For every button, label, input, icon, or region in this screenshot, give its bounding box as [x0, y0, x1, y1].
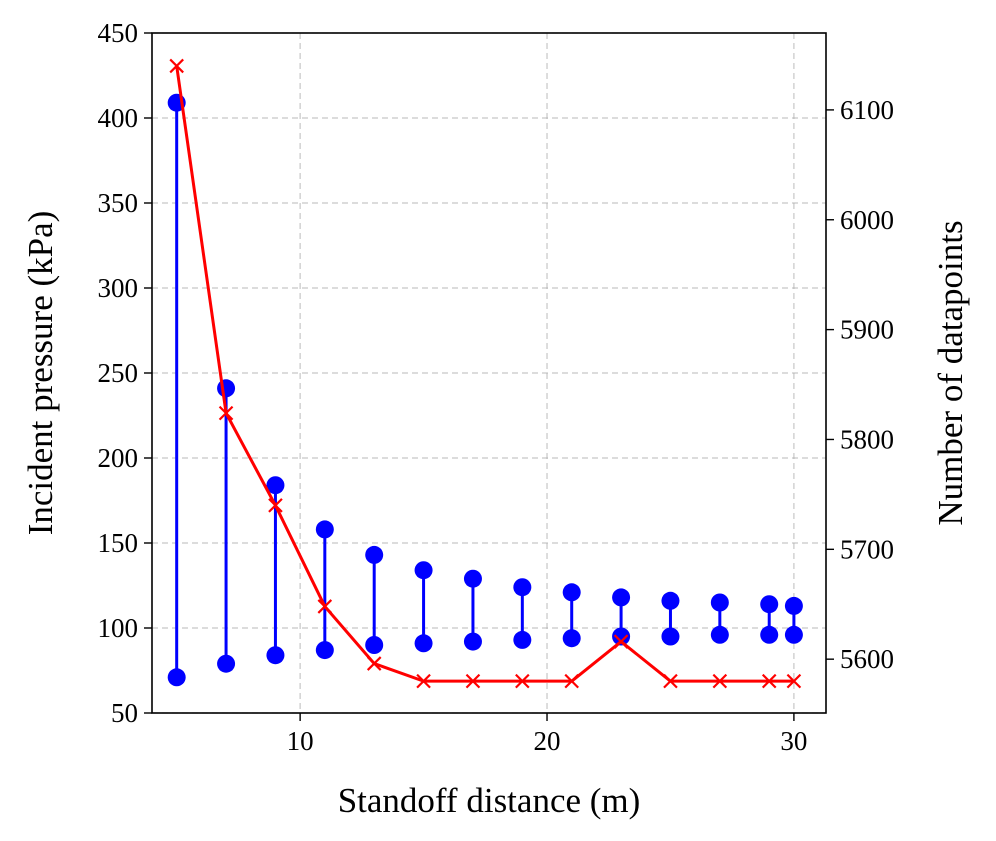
- datapoint-marker: [366, 656, 382, 671]
- datapoint-marker: [465, 673, 481, 689]
- pressure-max-point: [612, 588, 631, 607]
- y-right-tick-label: 5600: [840, 644, 894, 674]
- pressure-min-point: [315, 641, 334, 660]
- pressure-min-point: [612, 627, 631, 646]
- datapoint-marker: [317, 599, 333, 614]
- y-left-tick-label: 250: [98, 358, 139, 388]
- pressure-min-point: [365, 636, 384, 654]
- y-left-tick-label: 100: [98, 613, 139, 643]
- y-left-tick-label: 450: [98, 18, 139, 48]
- datapoint-marker: [218, 405, 234, 421]
- pressure-max-point: [365, 545, 384, 564]
- y-right-tick-label: 5700: [840, 534, 894, 564]
- x-tick-label: 10: [287, 726, 314, 756]
- pressure-min-point: [217, 654, 236, 673]
- y-left-tick-label: 350: [98, 188, 139, 218]
- x-tick-label: 20: [534, 726, 561, 756]
- pressure-max-point: [513, 578, 532, 597]
- datapoint-marker: [268, 498, 283, 513]
- pressure-min-point: [784, 625, 803, 644]
- y-left-tick-label: 50: [111, 698, 138, 728]
- datapoint-marker: [786, 673, 802, 689]
- grid: [152, 32, 826, 714]
- y-axis-left-label: Incident pressure (kPa): [21, 211, 60, 536]
- y-left-tick-label: 300: [98, 273, 139, 303]
- y-right-tick-label: 6000: [840, 205, 894, 235]
- y-right-tick-label: 6100: [840, 95, 894, 125]
- pressure-max-point: [760, 595, 779, 614]
- y-axis-right-label: Number of datapoints: [931, 220, 970, 525]
- pressure-max-point: [661, 591, 680, 610]
- pressure-max-point: [463, 569, 482, 588]
- datapoint-marker: [564, 673, 579, 689]
- pressure-min-point: [266, 646, 285, 665]
- pressure-min-point: [760, 625, 779, 644]
- axes: 10 20 30 50 100 150 200 250 300 350 400 450 5600 5700…: [98, 18, 895, 756]
- pressure-max-point: [217, 379, 236, 398]
- pressure-max-point: [315, 520, 334, 539]
- datapoint-marker: [515, 673, 530, 689]
- pressure-min-point: [167, 668, 186, 687]
- series-layer: [167, 58, 803, 689]
- pressure-min-point: [513, 630, 532, 649]
- y-left-tick-label: 200: [98, 443, 139, 473]
- datapoint-marker: [613, 634, 629, 649]
- x-tick-label: 30: [780, 726, 807, 756]
- y-left-tick-label: 150: [98, 528, 139, 558]
- datapoint-marker: [416, 673, 431, 689]
- datapoints-line: [175, 65, 794, 683]
- datapoint-marker: [169, 58, 184, 74]
- datapoint-marker: [712, 673, 728, 689]
- datapoint-marker: [663, 673, 678, 689]
- pressure-min-point: [562, 629, 581, 648]
- pressure-min-point: [710, 625, 729, 644]
- y-right-tick-label: 5800: [840, 424, 894, 454]
- pressure-max-point: [710, 593, 729, 612]
- datapoint-marker: [761, 673, 777, 689]
- pressure-min-point: [661, 627, 680, 646]
- pressure-max-point: [562, 583, 581, 602]
- pressure-min-point: [414, 634, 433, 653]
- pressure-max-point: [784, 596, 803, 615]
- y-left-tick-label: 400: [98, 103, 139, 133]
- y-right-tick-label: 5900: [840, 315, 894, 345]
- pressure-max-point: [414, 561, 433, 580]
- pressure-min-point: [463, 632, 482, 651]
- x-axis-label: Standoff distance (m): [338, 781, 641, 820]
- pressure-max-point: [266, 476, 285, 495]
